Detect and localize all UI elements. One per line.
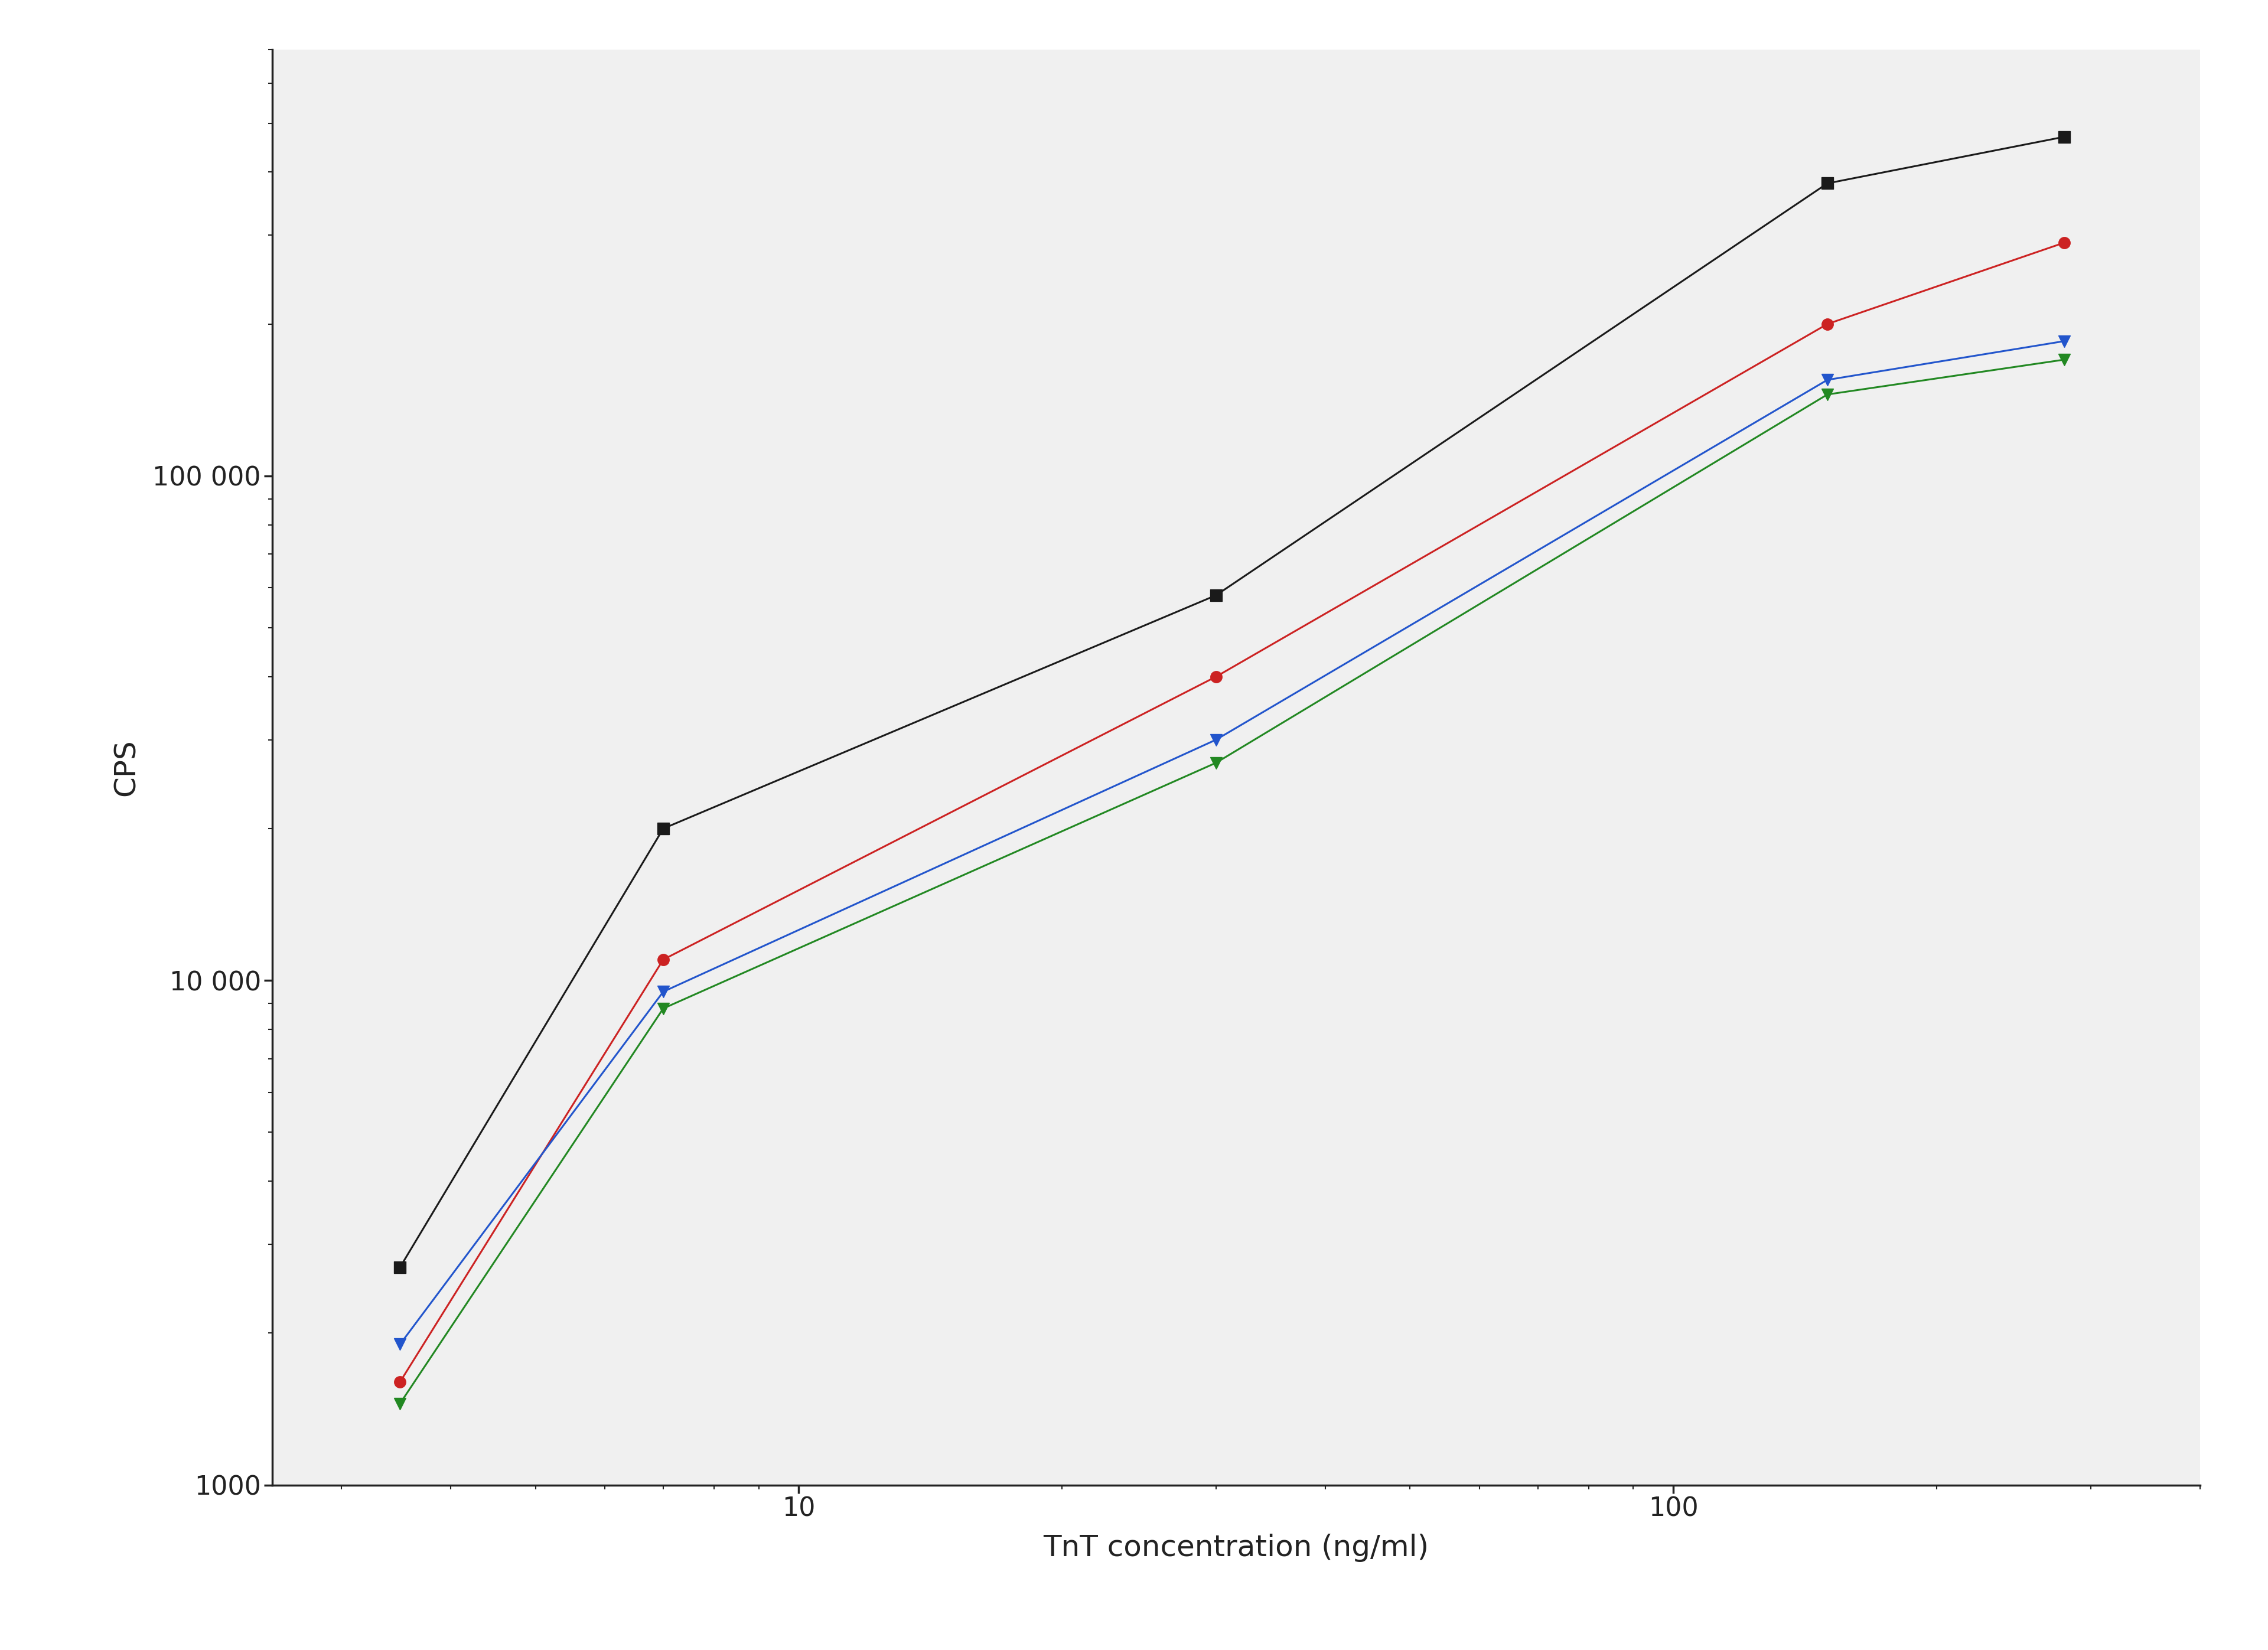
- Line: rat: rat: [395, 335, 2071, 1350]
- human: [649, 818, 676, 838]
- rat: [386, 1335, 413, 1355]
- human: [2050, 127, 2077, 147]
- human: [1202, 586, 1229, 606]
- canine: [1814, 314, 1842, 333]
- Line: human: human: [395, 130, 2071, 1274]
- mouse: [2050, 350, 2077, 370]
- Y-axis label: CPS: CPS: [111, 739, 141, 795]
- mouse: [1202, 752, 1229, 772]
- rat: [2050, 332, 2077, 351]
- X-axis label: TnT concentration (ng/ml): TnT concentration (ng/ml): [1043, 1534, 1429, 1563]
- human: [1814, 173, 1842, 193]
- canine: [649, 950, 676, 970]
- mouse: [386, 1394, 413, 1414]
- Line: canine: canine: [395, 238, 2071, 1388]
- mouse: [649, 998, 676, 1018]
- human: [386, 1257, 413, 1277]
- canine: [2050, 233, 2077, 252]
- mouse: [1814, 384, 1842, 404]
- rat: [1814, 370, 1842, 389]
- Line: mouse: mouse: [395, 353, 2071, 1409]
- rat: [649, 982, 676, 1002]
- canine: [386, 1373, 413, 1393]
- rat: [1202, 729, 1229, 749]
- canine: [1202, 667, 1229, 686]
